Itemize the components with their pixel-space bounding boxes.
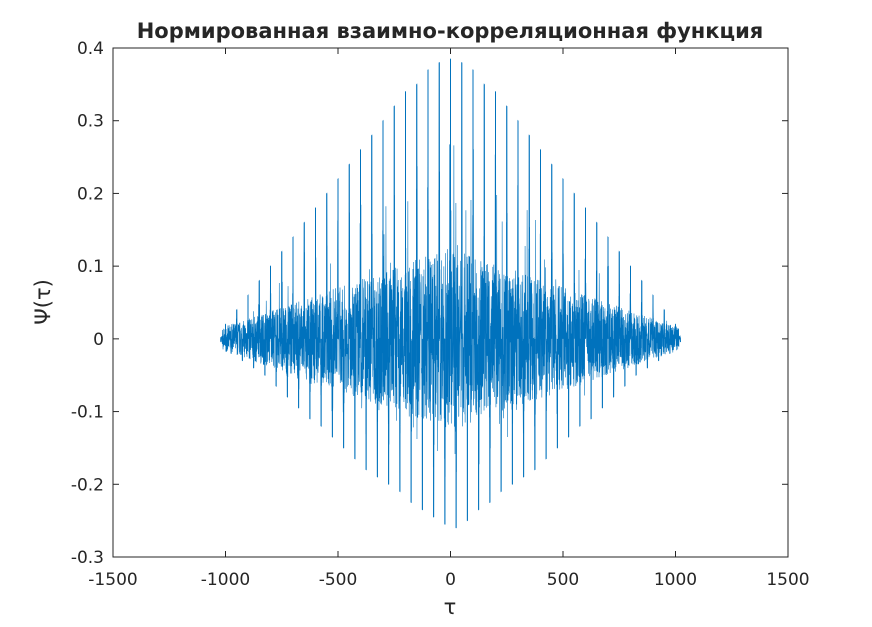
- y-tick-label: -0.3: [71, 548, 104, 568]
- chart-title: Нормированная взаимно-корреляционная фун…: [137, 19, 764, 43]
- y-tick-label: 0.1: [77, 257, 104, 277]
- x-tick-label: 500: [547, 570, 579, 590]
- y-tick-label: 0.3: [77, 112, 104, 132]
- x-tick-label: 1500: [766, 570, 809, 590]
- series-layer: [220, 58, 681, 529]
- x-axis-label: τ: [444, 595, 457, 619]
- y-axis-label: Ψ(τ): [31, 279, 55, 325]
- y-axis: -0.3 -0.2 -0.1 0 0.1 0.2 0.3 0.4: [71, 39, 788, 568]
- y-tick-label: 0: [93, 330, 104, 350]
- y-tick-label: -0.1: [71, 403, 104, 423]
- x-tick-label: -1000: [201, 570, 250, 590]
- x-tick-label: 0: [445, 570, 456, 590]
- x-axis: -1500 -1000 -500 0 500 1000 1500: [88, 48, 810, 590]
- x-tick-label: -1500: [88, 570, 137, 590]
- y-tick-label: 0.2: [77, 184, 104, 204]
- y-tick-label: 0.4: [77, 39, 104, 59]
- x-tick-label: 1000: [654, 570, 697, 590]
- x-tick-label: -500: [319, 570, 358, 590]
- y-tick-label: -0.2: [71, 475, 104, 495]
